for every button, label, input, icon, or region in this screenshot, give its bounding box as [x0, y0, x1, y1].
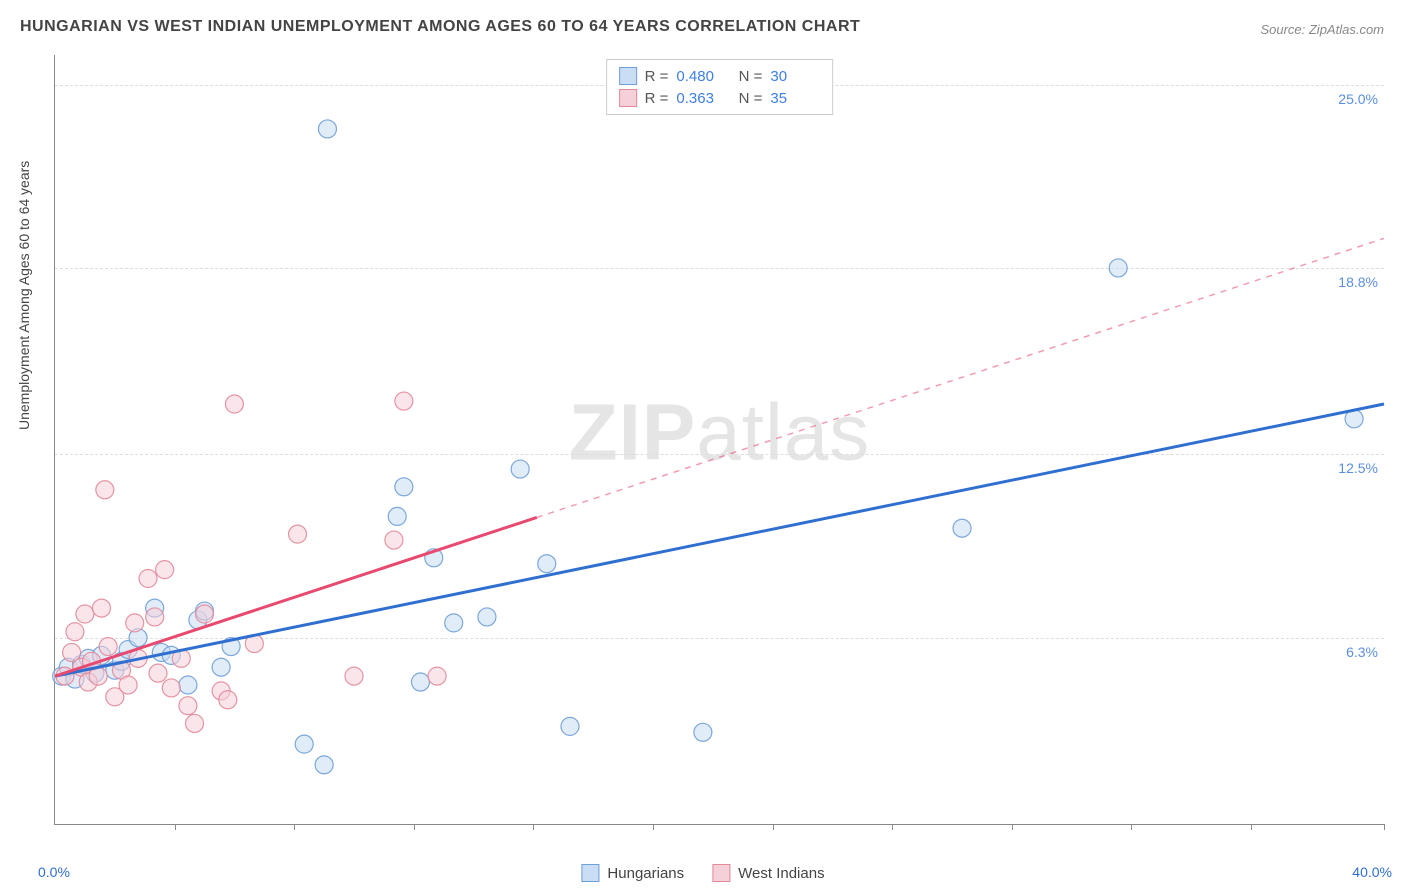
stats-row-westindians: R = 0.363 N = 35 [619, 87, 821, 109]
y-axis-tick-label: 25.0% [1338, 91, 1378, 107]
y-axis-tick-label: 12.5% [1338, 460, 1378, 476]
legend-item-westindians: West Indians [712, 864, 824, 882]
swatch-blue-icon [619, 67, 637, 85]
stat-r-label-2: R = [645, 90, 669, 107]
scatter-svg [55, 55, 1384, 824]
stat-n-label: N = [734, 68, 762, 85]
legend-item-hungarians: Hungarians [581, 864, 684, 882]
correlation-stats-box: R = 0.480 N = 30 R = 0.363 N = 35 [606, 59, 834, 115]
source-attribution: Source: ZipAtlas.com [1260, 22, 1384, 37]
legend-label-hungarians: Hungarians [607, 865, 684, 882]
stat-r-label: R = [645, 68, 669, 85]
x-axis-max-label: 40.0% [1352, 864, 1392, 880]
legend-swatch-pink-icon [712, 864, 730, 882]
y-axis-label: Unemployment Among Ages 60 to 64 years [16, 161, 32, 430]
stat-r-westindians: 0.363 [676, 90, 726, 107]
swatch-pink-icon [619, 89, 637, 107]
stat-r-hungarians: 0.480 [676, 68, 726, 85]
legend-swatch-blue-icon [581, 864, 599, 882]
bottom-legend: Hungarians West Indians [581, 864, 824, 882]
y-axis-tick-label: 18.8% [1338, 274, 1378, 290]
stat-n-hungarians: 30 [770, 68, 820, 85]
stats-row-hungarians: R = 0.480 N = 30 [619, 65, 821, 87]
stat-n-westindians: 35 [770, 90, 820, 107]
y-axis-tick-label: 6.3% [1346, 644, 1378, 660]
chart-title: HUNGARIAN VS WEST INDIAN UNEMPLOYMENT AM… [20, 18, 860, 36]
stat-n-label-2: N = [734, 90, 762, 107]
x-axis-min-label: 0.0% [38, 864, 70, 880]
chart-plot-area: ZIPatlas R = 0.480 N = 30 R = 0.363 N = … [54, 55, 1384, 825]
legend-label-westindians: West Indians [738, 865, 824, 882]
